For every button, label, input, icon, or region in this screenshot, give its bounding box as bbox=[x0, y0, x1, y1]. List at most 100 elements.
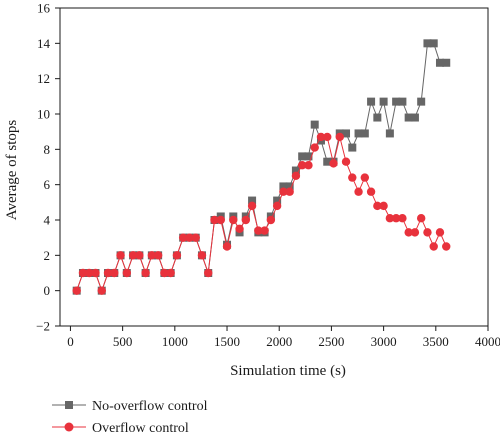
x-tick-label: 2000 bbox=[266, 334, 292, 349]
data-point bbox=[128, 251, 138, 260]
y-tick-label: 12 bbox=[37, 71, 50, 86]
y-axis-title: Average of stops bbox=[4, 120, 20, 221]
data-point bbox=[254, 226, 263, 235]
x-tick-label: 4000 bbox=[475, 334, 500, 349]
series-overflow-control bbox=[72, 132, 451, 295]
data-point bbox=[391, 214, 401, 223]
data-point bbox=[442, 58, 451, 67]
y-tick-label: 4 bbox=[44, 213, 51, 228]
data-point bbox=[210, 215, 219, 225]
data-point bbox=[166, 268, 175, 278]
data-point bbox=[291, 166, 300, 175]
legend-label: Overflow control bbox=[92, 421, 189, 436]
data-point bbox=[178, 233, 188, 242]
data-point bbox=[247, 201, 257, 211]
x-axis-title: Simulation time (s) bbox=[230, 363, 346, 379]
data-point bbox=[235, 224, 244, 234]
data-point bbox=[410, 228, 420, 237]
data-point bbox=[279, 182, 288, 191]
series-layer bbox=[72, 39, 451, 295]
x-tick-label: 500 bbox=[113, 334, 133, 349]
data-point bbox=[360, 129, 369, 138]
data-point bbox=[122, 268, 132, 278]
x-tick-label: 1500 bbox=[214, 334, 240, 349]
data-point bbox=[416, 214, 426, 223]
x-tick-label: 1000 bbox=[162, 334, 188, 349]
data-point bbox=[410, 113, 419, 122]
data-point bbox=[97, 286, 106, 295]
data-point bbox=[316, 132, 326, 142]
data-point bbox=[78, 268, 88, 278]
data-point bbox=[342, 129, 351, 138]
y-tick-label: 10 bbox=[37, 107, 50, 122]
data-point bbox=[147, 251, 157, 260]
data-point bbox=[417, 97, 426, 106]
data-point bbox=[429, 39, 438, 48]
data-point bbox=[91, 268, 100, 278]
x-axis-ticks: 0 500 1000 1500 2000 2500 3000 3500 4000 bbox=[67, 326, 500, 349]
data-point bbox=[285, 187, 294, 196]
data-point bbox=[435, 58, 444, 67]
legend-marker bbox=[65, 401, 73, 409]
data-point bbox=[398, 97, 407, 106]
y-tick-label: 6 bbox=[44, 177, 51, 192]
plot-frame bbox=[59, 7, 489, 327]
x-tick-label: 2500 bbox=[318, 334, 344, 349]
data-point bbox=[310, 120, 319, 129]
data-point bbox=[241, 215, 251, 225]
data-point bbox=[135, 251, 144, 260]
data-point bbox=[323, 132, 332, 142]
data-point bbox=[103, 268, 113, 278]
data-point bbox=[285, 182, 294, 191]
data-point bbox=[110, 268, 119, 278]
data-point bbox=[360, 173, 370, 182]
data-point bbox=[172, 251, 182, 260]
x-tick-label: 3500 bbox=[423, 334, 449, 349]
data-point bbox=[141, 268, 150, 278]
data-point bbox=[304, 152, 313, 161]
y-tick-label: 16 bbox=[37, 1, 51, 16]
plot-border bbox=[59, 7, 489, 327]
data-point bbox=[404, 228, 413, 237]
data-point bbox=[404, 113, 413, 122]
data-point bbox=[222, 242, 232, 251]
y-tick-label: 14 bbox=[37, 36, 51, 51]
x-tick-label: 0 bbox=[67, 334, 74, 349]
data-point bbox=[366, 187, 376, 196]
data-point bbox=[272, 201, 282, 211]
y-tick-label: 0 bbox=[44, 283, 51, 298]
data-point bbox=[442, 242, 451, 251]
data-point bbox=[348, 143, 357, 152]
data-point bbox=[260, 226, 269, 235]
data-point bbox=[197, 251, 207, 260]
data-point bbox=[273, 196, 282, 205]
x-tick-label: 3000 bbox=[371, 334, 397, 349]
data-point bbox=[373, 201, 382, 211]
data-point bbox=[423, 228, 432, 237]
data-point bbox=[298, 152, 307, 161]
data-point bbox=[291, 171, 301, 181]
series-line bbox=[76, 136, 447, 293]
data-point bbox=[329, 159, 338, 168]
data-point bbox=[385, 214, 395, 223]
data-point bbox=[367, 97, 376, 106]
data-point bbox=[297, 161, 307, 170]
data-point bbox=[266, 215, 276, 225]
y-tick-label: 8 bbox=[44, 142, 51, 157]
legend: No-overflow control Overflow control bbox=[52, 399, 208, 436]
legend-label: No-overflow control bbox=[92, 399, 208, 414]
data-point bbox=[216, 215, 225, 225]
data-point bbox=[435, 228, 445, 237]
data-point bbox=[310, 143, 319, 152]
y-tick-label: 2 bbox=[44, 248, 51, 263]
data-point bbox=[335, 132, 344, 142]
data-point bbox=[348, 173, 357, 182]
data-point bbox=[354, 187, 363, 196]
data-point bbox=[185, 233, 194, 242]
data-point bbox=[379, 97, 388, 106]
data-point bbox=[423, 39, 432, 48]
data-point bbox=[341, 157, 351, 166]
y-tick-label: −2 bbox=[36, 319, 50, 334]
y-axis-ticks: −2 0 2 4 6 8 10 12 14 16 bbox=[36, 1, 60, 334]
